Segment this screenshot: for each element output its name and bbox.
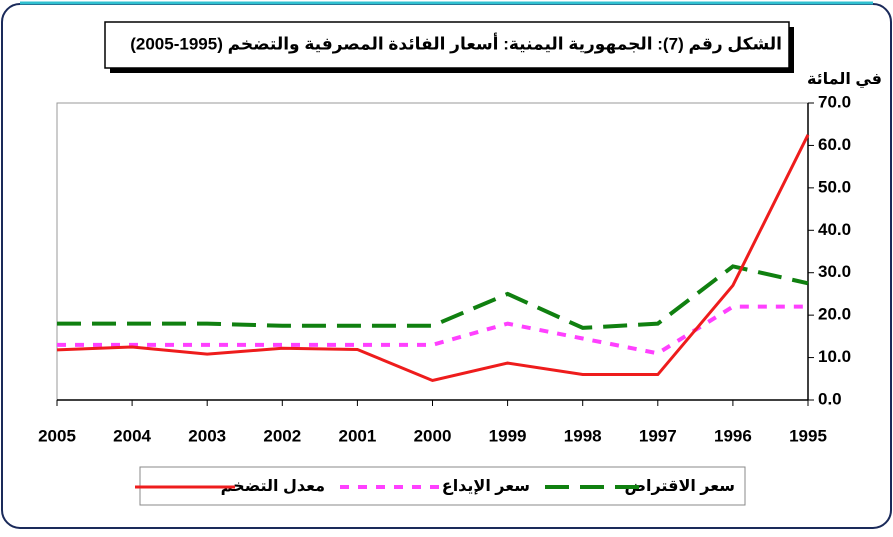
x-tick-label: 1999 [489, 426, 527, 445]
legend-label: سعر الاقتراض [624, 478, 735, 495]
y-tick-label: 0.0 [818, 389, 842, 408]
y-tick-label: 50.0 [818, 177, 851, 196]
chart-title: الشكل رقم (7): الجمهورية اليمنية: أسعار … [130, 32, 782, 54]
x-tick-label: 1998 [564, 426, 602, 445]
y-tick-label: 10.0 [818, 347, 851, 366]
y-axis-label: في المائة [807, 71, 882, 89]
legend-label: سعر الإيداع [442, 478, 530, 495]
legend [139, 466, 746, 506]
x-tick-label: 1996 [714, 426, 752, 445]
y-tick-label: 20.0 [818, 305, 851, 324]
y-tick-label: 30.0 [818, 262, 851, 281]
y-tick-label: 40.0 [818, 220, 851, 239]
series-line [56, 134, 810, 383]
x-tick-label: 1997 [639, 426, 677, 445]
series-line [57, 264, 809, 330]
x-tick-label: 2003 [188, 426, 226, 445]
title-box [104, 21, 790, 69]
x-tick-label: 2005 [38, 426, 76, 445]
x-tick-label: 2002 [263, 426, 301, 445]
legend-label: معدل التضخم [221, 478, 325, 495]
series-line [57, 304, 808, 356]
y-tick-label: 70.0 [818, 92, 851, 111]
x-tick-label: 2004 [113, 426, 151, 445]
plot-area [56, 102, 809, 401]
x-tick-label: 2000 [414, 426, 452, 445]
x-tick-label: 2001 [338, 426, 376, 445]
y-tick-label: 60.0 [818, 135, 851, 154]
x-tick-label: 1995 [789, 426, 827, 445]
